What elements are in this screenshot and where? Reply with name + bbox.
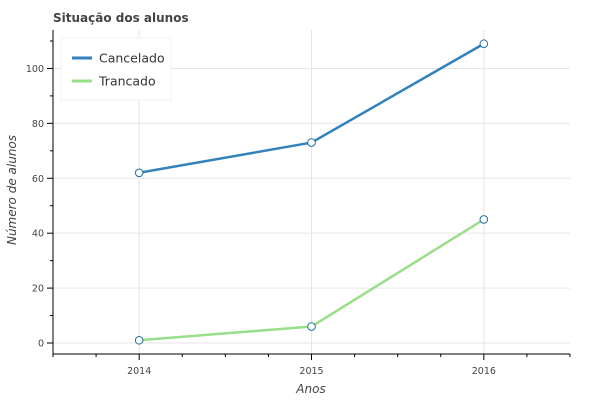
x-axis-label: Anos — [295, 382, 325, 396]
data-point — [307, 138, 316, 147]
legend-entry-label: Trancado — [98, 74, 156, 89]
x-tick-label: 2014 — [127, 366, 151, 377]
legend-entry-label: Cancelado — [99, 51, 165, 66]
data-point — [134, 335, 144, 345]
y-tick-label: 20 — [32, 284, 44, 295]
y-tick-label: 40 — [32, 229, 44, 240]
y-tick-label: 60 — [32, 174, 44, 185]
series — [134, 39, 489, 345]
legend-box — [60, 37, 172, 101]
legend: Cancelado Trancado — [60, 37, 172, 101]
data-point — [479, 215, 489, 224]
y-tick-label: 0 — [38, 339, 44, 350]
y-tick-label: 100 — [26, 64, 44, 75]
x-tick-label: 2015 — [299, 366, 323, 377]
data-point — [307, 322, 316, 331]
chart-title: Situação dos alunos — [53, 11, 189, 25]
data-point — [479, 39, 489, 49]
data-point — [134, 168, 144, 178]
y-tick-label: 80 — [32, 119, 44, 130]
y-axis-label: Número de alunos — [5, 135, 19, 245]
x-tick-label: 2016 — [472, 366, 496, 377]
axes: 0 20 40 60 80 100 2014 2015 2016 — [26, 30, 571, 377]
